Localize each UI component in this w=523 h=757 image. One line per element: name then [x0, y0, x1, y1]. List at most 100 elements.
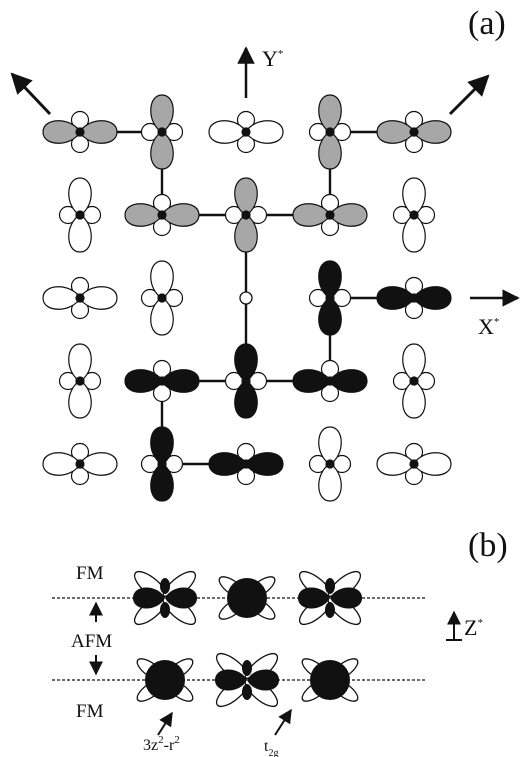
- manganese-site: [409, 293, 419, 303]
- eg-orbital: [218, 576, 276, 620]
- x-axis-label: X*: [478, 314, 499, 339]
- white-orbital: [58, 343, 102, 419]
- major-lobe: [208, 452, 247, 476]
- major-lobe: [245, 452, 284, 476]
- manganese-site: [409, 210, 419, 220]
- manganese-site: [75, 210, 85, 220]
- dark-orbital: [124, 359, 200, 403]
- major-lobe: [68, 343, 92, 382]
- eg-orbital-label: 3z2-r2: [143, 734, 180, 754]
- orbital-lattice: [42, 94, 452, 502]
- gray-orbital: [376, 110, 452, 154]
- major-lobe: [150, 463, 174, 502]
- manganese-site: [157, 376, 167, 386]
- manganese-site: [241, 376, 251, 386]
- t2g-orbital: [133, 570, 197, 626]
- major-lobe: [234, 177, 258, 216]
- manganese-site: [409, 127, 419, 137]
- major-lobe: [413, 286, 452, 310]
- major-lobe: [208, 120, 247, 144]
- major-lobe: [68, 177, 92, 216]
- manganese-site: [75, 293, 85, 303]
- eg-orbital: [301, 658, 359, 702]
- gray-orbital: [224, 177, 268, 253]
- fm-bottom-label: FM: [76, 701, 104, 722]
- minor-lobe: [325, 602, 335, 618]
- major-lobe: [234, 343, 258, 382]
- sphere-lobe: [145, 660, 185, 700]
- major-lobe: [376, 452, 415, 476]
- dark-orbital: [224, 343, 268, 419]
- fm-top-label: FM: [76, 563, 104, 584]
- major-lobe: [234, 380, 258, 419]
- minor-lobe: [242, 684, 252, 700]
- manganese-site: [157, 127, 167, 137]
- major-lobe: [215, 669, 247, 691]
- manganese-site: [241, 127, 251, 137]
- white-orbital: [58, 177, 102, 253]
- major-lobe: [161, 203, 200, 227]
- t2g-orbital-label: t2g: [264, 738, 278, 757]
- major-lobe: [161, 369, 200, 393]
- gray-orbital: [292, 193, 368, 237]
- manganese-site: [409, 459, 419, 469]
- gray-orbital: [140, 94, 184, 170]
- white-orbital: [392, 177, 436, 253]
- major-lobe: [79, 452, 118, 476]
- major-lobe: [318, 297, 342, 336]
- manganese-site: [75, 459, 85, 469]
- major-lobe: [245, 120, 284, 144]
- major-lobe: [79, 120, 118, 144]
- z-axis-arrow: Z*: [446, 610, 483, 641]
- sphere-lobe: [227, 578, 267, 618]
- manganese-site: [75, 127, 85, 137]
- major-lobe: [150, 94, 174, 133]
- white-orbital: [308, 426, 352, 502]
- major-lobe: [318, 463, 342, 502]
- afm-label: AFM: [71, 631, 112, 652]
- arrow-upper-left: [10, 72, 52, 116]
- white-orbital: [392, 343, 436, 419]
- major-lobe: [402, 177, 426, 216]
- manganese-site: [325, 376, 335, 386]
- major-lobe: [133, 587, 165, 609]
- major-lobe: [150, 426, 174, 465]
- major-lobe: [68, 380, 92, 419]
- major-lobe: [234, 214, 258, 253]
- major-lobe: [318, 131, 342, 170]
- y-axis-label: Y*: [262, 46, 283, 71]
- dark-orbital: [308, 260, 352, 336]
- bilayer-orbitals: [133, 570, 362, 708]
- major-lobe: [318, 94, 342, 133]
- manganese-site: [325, 293, 335, 303]
- manganese-site: [409, 376, 419, 386]
- dark-orbital: [208, 442, 284, 486]
- white-orbital: [208, 110, 284, 154]
- major-lobe: [298, 587, 330, 609]
- t2g-orbital: [298, 570, 362, 626]
- major-lobe: [165, 587, 197, 609]
- empty-site: [239, 291, 253, 305]
- major-lobe: [150, 297, 174, 336]
- major-lobe: [42, 120, 81, 144]
- white-orbital: [42, 276, 118, 320]
- eg-pointer: [157, 711, 173, 736]
- arrow-upper-right: [448, 74, 490, 116]
- gray-orbital: [124, 193, 200, 237]
- major-lobe: [150, 260, 174, 299]
- major-lobe: [150, 131, 174, 170]
- major-lobe: [402, 380, 426, 419]
- dark-orbital: [292, 359, 368, 403]
- manganese-site: [157, 459, 167, 469]
- major-lobe: [124, 203, 163, 227]
- major-lobe: [413, 120, 452, 144]
- manganese-site: [75, 376, 85, 386]
- manganese-site: [241, 210, 251, 220]
- t2g-pointer: [274, 708, 292, 736]
- major-lobe: [42, 286, 81, 310]
- y-axis-arrow: Y*: [237, 46, 283, 98]
- minor-lobe: [160, 578, 170, 594]
- panel-b-label: (b): [468, 527, 508, 564]
- z-axis-label: Z*: [464, 615, 483, 640]
